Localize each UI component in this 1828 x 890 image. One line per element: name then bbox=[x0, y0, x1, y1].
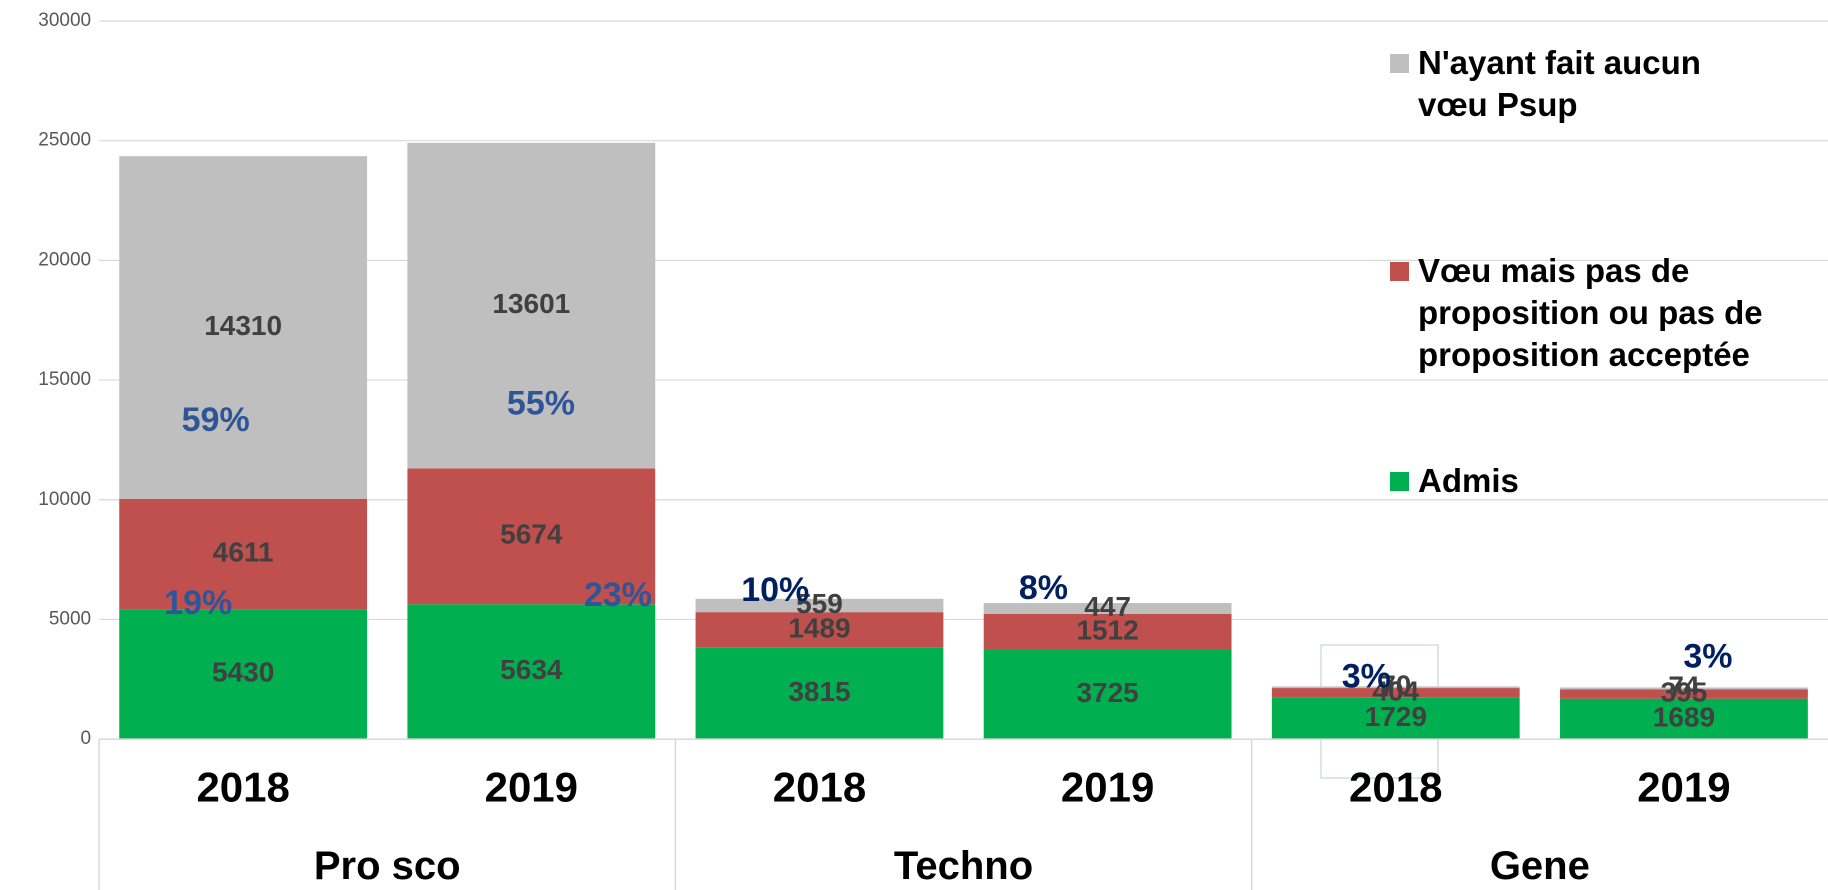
bar-segment bbox=[407, 604, 656, 740]
data-label: 70 bbox=[1380, 670, 1411, 701]
group-label: Gene bbox=[1490, 844, 1590, 888]
data-label: 4611 bbox=[213, 536, 274, 567]
bar-segment bbox=[119, 156, 368, 499]
bar-segment bbox=[407, 142, 656, 469]
legend-label: Vœu mais pas de proposition ou pas de pr… bbox=[1418, 252, 1763, 373]
x-tick-label: 2018 bbox=[1349, 764, 1442, 811]
legend-label: Admis bbox=[1418, 462, 1519, 499]
y-tick-label: 30000 bbox=[38, 10, 91, 31]
data-label: 559 bbox=[796, 588, 843, 619]
bar-segment bbox=[695, 612, 944, 648]
bar-segment bbox=[119, 609, 368, 740]
percent-annotation: 23% bbox=[584, 576, 652, 614]
legend-entry: Vœu mais pas de proposition ou pas de pr… bbox=[1390, 250, 1790, 376]
x-tick-label: 2018 bbox=[196, 764, 289, 811]
group-label: Pro sco bbox=[314, 844, 461, 888]
legend-entry: N'ayant fait aucun vœu Psup bbox=[1390, 42, 1790, 126]
bar-segment bbox=[695, 647, 944, 740]
percent-annotation: 10% bbox=[741, 571, 809, 609]
data-label: 74 bbox=[1668, 671, 1700, 702]
bar-segment bbox=[695, 598, 944, 613]
group-label: Techno bbox=[894, 844, 1033, 888]
bar-segment bbox=[1271, 688, 1520, 698]
percent-annotation: 8% bbox=[1019, 569, 1068, 607]
data-label: 5674 bbox=[500, 519, 563, 550]
y-tick-label: 20000 bbox=[38, 249, 91, 270]
x-tick-label: 2019 bbox=[1637, 764, 1730, 811]
data-label: 404 bbox=[1372, 675, 1419, 706]
x-tick-label: 2019 bbox=[485, 764, 578, 811]
x-tick-label: 2018 bbox=[773, 764, 866, 811]
data-label: 395 bbox=[1661, 676, 1708, 707]
legend-entry: Admis bbox=[1390, 460, 1790, 502]
percent-annotation: 19% bbox=[164, 584, 232, 622]
legend-label: N'ayant fait aucun vœu Psup bbox=[1418, 44, 1701, 123]
percent-annotation: 55% bbox=[507, 385, 575, 423]
bar-segment bbox=[1560, 698, 1808, 740]
bar-segment bbox=[983, 649, 1232, 740]
data-label: 1729 bbox=[1365, 701, 1427, 732]
data-label: 3725 bbox=[1076, 677, 1138, 708]
percent-annotation: 3% bbox=[1683, 638, 1732, 676]
y-tick-label: 10000 bbox=[38, 489, 91, 510]
legend-swatch bbox=[1390, 262, 1409, 281]
bar-segment bbox=[119, 498, 368, 610]
legend-swatch bbox=[1390, 472, 1409, 491]
data-label: 447 bbox=[1084, 591, 1131, 622]
data-label: 5430 bbox=[212, 657, 274, 688]
y-tick-label: 25000 bbox=[38, 130, 91, 151]
bar-segment bbox=[1560, 687, 1808, 690]
y-tick-label: 5000 bbox=[49, 608, 91, 629]
bar-segment bbox=[407, 468, 656, 605]
y-tick-label: 0 bbox=[81, 728, 92, 749]
x-tick-label: 2019 bbox=[1061, 764, 1154, 811]
data-label: 5634 bbox=[500, 654, 563, 685]
data-label: 14310 bbox=[204, 310, 282, 341]
bar-segment bbox=[983, 613, 1232, 650]
bar-segment bbox=[983, 603, 1232, 614]
percent-annotation: 3% bbox=[1342, 657, 1391, 695]
bar-segment bbox=[1271, 686, 1520, 689]
data-label: 3815 bbox=[788, 676, 850, 707]
bar-segment bbox=[1560, 689, 1808, 699]
y-tick-label: 15000 bbox=[38, 369, 91, 390]
percent-annotation: 59% bbox=[182, 401, 250, 439]
bar-segment bbox=[1271, 697, 1520, 740]
legend-swatch bbox=[1390, 54, 1409, 73]
data-label: 13601 bbox=[492, 288, 570, 319]
data-label: 1489 bbox=[788, 612, 850, 643]
data-label: 1512 bbox=[1076, 614, 1138, 645]
data-label: 1689 bbox=[1653, 701, 1715, 732]
